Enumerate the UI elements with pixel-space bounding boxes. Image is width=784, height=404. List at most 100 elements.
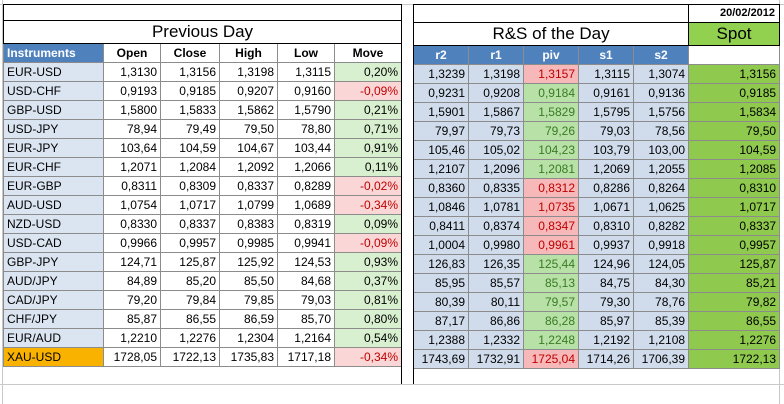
open-cell[interactable]: 0,9966 (103, 233, 161, 253)
instrument-cell[interactable]: USD-JPY (3, 119, 104, 139)
close-cell[interactable]: 1722,13 (160, 347, 220, 367)
report-date[interactable]: 20/02/2012 (688, 4, 781, 23)
r1-cell[interactable]: 1,2096 (468, 159, 524, 179)
s1-cell[interactable]: 84,75 (578, 273, 634, 293)
close-cell[interactable]: 1,5833 (160, 100, 220, 120)
close-cell[interactable]: 125,87 (160, 252, 220, 272)
high-cell[interactable]: 1,5862 (219, 100, 278, 120)
move-cell[interactable]: 0,54% (333, 328, 403, 348)
spot-cell[interactable]: 1,3156 (688, 64, 781, 84)
close-cell[interactable]: 0,9957 (160, 233, 220, 253)
r2-cell[interactable]: 105,46 (413, 140, 469, 160)
s2-cell[interactable]: 1,5756 (632, 102, 690, 122)
piv-cell[interactable]: 104,23 (523, 140, 579, 160)
low-cell[interactable]: 78,80 (277, 119, 335, 139)
spot-cell[interactable]: 1,0717 (688, 197, 781, 217)
piv-cell[interactable]: 85,13 (523, 273, 579, 293)
close-cell[interactable]: 0,9185 (160, 81, 220, 101)
s1-cell[interactable]: 79,30 (578, 292, 634, 312)
s2-cell[interactable]: 0,9136 (632, 83, 690, 103)
instrument-cell[interactable]: CHF/JPY (3, 309, 104, 329)
open-cell[interactable]: 1,5800 (103, 100, 161, 120)
r2-cell[interactable]: 1743,69 (413, 349, 469, 369)
close-cell[interactable]: 0,8309 (160, 176, 220, 196)
high-cell[interactable]: 0,9207 (219, 81, 278, 101)
low-cell[interactable]: 0,9941 (277, 233, 335, 253)
high-cell[interactable]: 1735,83 (219, 347, 278, 367)
close-cell[interactable]: 85,20 (160, 271, 220, 291)
s1-cell[interactable]: 79,03 (578, 121, 634, 141)
close-cell[interactable]: 1,2084 (160, 157, 220, 177)
s1-cell[interactable]: 1,5795 (578, 102, 634, 122)
close-cell[interactable]: 0,8337 (160, 214, 220, 234)
r1-cell[interactable]: 79,73 (468, 121, 524, 141)
s2-cell[interactable]: 0,8282 (632, 216, 690, 236)
header-s2[interactable]: s2 (632, 45, 690, 65)
move-cell[interactable]: -0,02% (333, 176, 403, 196)
s2-cell[interactable]: 85,39 (632, 311, 690, 331)
high-cell[interactable]: 104,67 (219, 138, 278, 158)
close-cell[interactable]: 86,55 (160, 309, 220, 329)
open-cell[interactable]: 103,64 (103, 138, 161, 158)
s2-cell[interactable]: 1,2108 (632, 330, 690, 350)
piv-cell[interactable]: 1725,04 (523, 349, 579, 369)
instrument-cell[interactable]: CAD/JPY (3, 290, 104, 310)
close-cell[interactable]: 104,59 (160, 138, 220, 158)
move-cell[interactable]: -0,09% (333, 233, 403, 253)
s1-cell[interactable]: 1,0671 (578, 197, 634, 217)
spot-cell[interactable]: 79,82 (688, 292, 781, 312)
low-cell[interactable]: 0,8289 (277, 176, 335, 196)
r2-cell[interactable]: 80,39 (413, 292, 469, 312)
piv-cell[interactable]: 0,8347 (523, 216, 579, 236)
r2-cell[interactable]: 0,8360 (413, 178, 469, 198)
instrument-cell[interactable]: NZD-USD (3, 214, 104, 234)
open-cell[interactable]: 1,2071 (103, 157, 161, 177)
s2-cell[interactable]: 124,05 (632, 254, 690, 274)
s1-cell[interactable]: 103,79 (578, 140, 634, 160)
spot-cell[interactable]: 125,87 (688, 254, 781, 274)
instrument-cell[interactable]: AUD/JPY (3, 271, 104, 291)
s2-cell[interactable]: 103,00 (632, 140, 690, 160)
move-cell[interactable]: -0,34% (333, 347, 403, 367)
r2-cell[interactable]: 126,83 (413, 254, 469, 274)
r1-cell[interactable]: 85,57 (468, 273, 524, 293)
r1-cell[interactable]: 1,3198 (468, 64, 524, 84)
r2-cell[interactable]: 85,95 (413, 273, 469, 293)
header-close[interactable]: Close (160, 43, 220, 63)
move-cell[interactable]: 0,20% (333, 62, 403, 82)
instrument-cell[interactable]: GBP-JPY (3, 252, 104, 272)
r1-cell[interactable]: 1732,91 (468, 349, 524, 369)
low-cell[interactable]: 1,0689 (277, 195, 335, 215)
high-cell[interactable]: 0,9985 (219, 233, 278, 253)
piv-cell[interactable]: 1,2248 (523, 330, 579, 350)
spot-cell[interactable]: 85,21 (688, 273, 781, 293)
high-cell[interactable]: 0,8337 (219, 176, 278, 196)
s2-cell[interactable]: 0,8264 (632, 178, 690, 198)
header-open[interactable]: Open (103, 43, 161, 63)
low-cell[interactable]: 1,2066 (277, 157, 335, 177)
piv-cell[interactable]: 86,28 (523, 311, 579, 331)
high-cell[interactable]: 0,8383 (219, 214, 278, 234)
move-cell[interactable]: 0,71% (333, 119, 403, 139)
r1-cell[interactable]: 0,9980 (468, 235, 524, 255)
r1-cell[interactable]: 0,8374 (468, 216, 524, 236)
piv-cell[interactable]: 0,9961 (523, 235, 579, 255)
header-instruments[interactable]: Instruments (3, 43, 104, 63)
open-cell[interactable]: 85,87 (103, 309, 161, 329)
r2-cell[interactable]: 1,5901 (413, 102, 469, 122)
open-cell[interactable]: 79,20 (103, 290, 161, 310)
r1-cell[interactable]: 86,86 (468, 311, 524, 331)
open-cell[interactable]: 84,89 (103, 271, 161, 291)
low-cell[interactable]: 1717,18 (277, 347, 335, 367)
spot-cell[interactable]: 86,55 (688, 311, 781, 331)
instrument-cell[interactable]: USD-CHF (3, 81, 104, 101)
spot-cell[interactable]: 1,2085 (688, 159, 781, 179)
s2-cell[interactable]: 84,30 (632, 273, 690, 293)
header-low[interactable]: Low (277, 43, 335, 63)
move-cell[interactable]: 0,11% (333, 157, 403, 177)
s1-cell[interactable]: 0,8310 (578, 216, 634, 236)
header-s1[interactable]: s1 (578, 45, 634, 65)
r2-cell[interactable]: 0,9231 (413, 83, 469, 103)
low-cell[interactable]: 79,03 (277, 290, 335, 310)
instrument-cell[interactable]: EUR-GBP (3, 176, 104, 196)
